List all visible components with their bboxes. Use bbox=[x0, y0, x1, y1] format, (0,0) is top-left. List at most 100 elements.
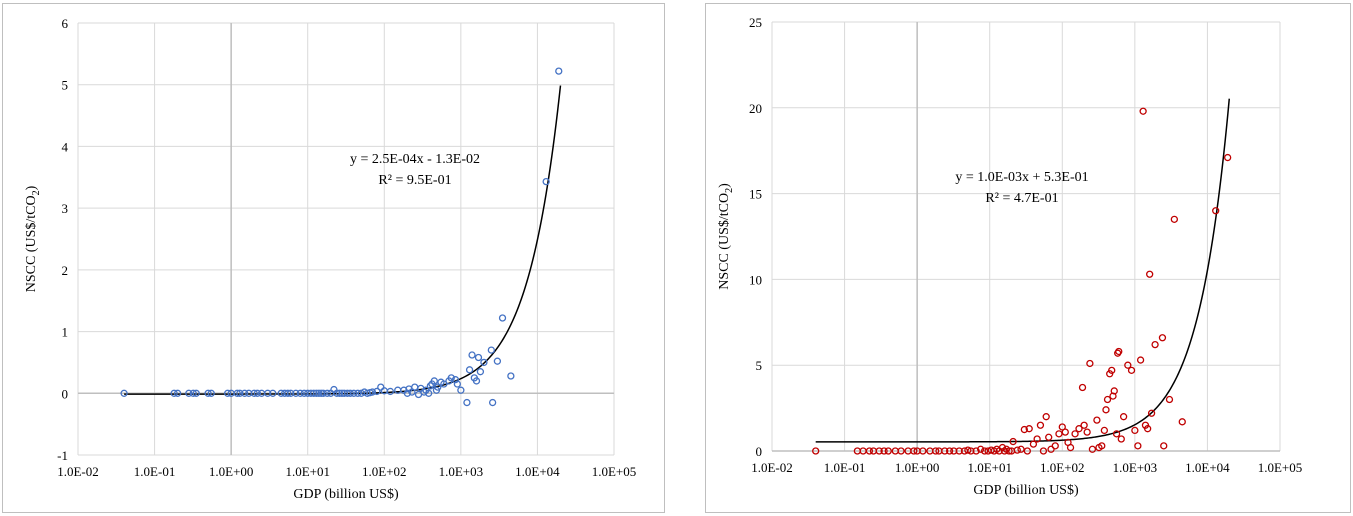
data-point bbox=[1058, 423, 1066, 431]
data-point bbox=[354, 389, 362, 397]
x-axis-title: GDP (billion US$) bbox=[293, 487, 399, 502]
data-point bbox=[189, 389, 197, 397]
data-point bbox=[976, 445, 985, 453]
data-point bbox=[1061, 428, 1069, 436]
chart-panel-right: 1.0E-02 1.0E-01 1.0E+00 1.0E+01 1.0E+02 1.0E+… bbox=[705, 3, 1351, 513]
data-point bbox=[1119, 413, 1128, 421]
trendline-equation: y = 1.0E-03x + 5.3E-01 bbox=[955, 170, 1088, 185]
data-point bbox=[377, 383, 385, 391]
x-tick-label: 1.0E+03 bbox=[1113, 460, 1158, 475]
data-point bbox=[1110, 387, 1118, 395]
data-point bbox=[955, 447, 963, 455]
data-point bbox=[440, 380, 448, 388]
data-point bbox=[1170, 215, 1178, 223]
data-point bbox=[910, 447, 918, 455]
data-point bbox=[880, 447, 888, 455]
data-point bbox=[430, 377, 438, 385]
y-tick-label: 0 bbox=[756, 444, 763, 459]
data-point bbox=[884, 447, 892, 455]
data-point bbox=[1023, 447, 1031, 455]
y-tick-label: 0 bbox=[62, 386, 69, 401]
data-point bbox=[507, 372, 515, 380]
data-point bbox=[1134, 442, 1142, 450]
data-point bbox=[1117, 435, 1125, 443]
data-point bbox=[403, 389, 411, 397]
data-point bbox=[411, 383, 419, 391]
data-point bbox=[1100, 426, 1109, 435]
data-point bbox=[457, 386, 465, 394]
data-point bbox=[488, 398, 497, 407]
data-point bbox=[919, 447, 927, 455]
data-point bbox=[1055, 430, 1063, 438]
chart-panel-left: 1.0E-02 1.0E-01 1.0E+00 1.0E+01 1.0E+02 1.0E+… bbox=[2, 3, 665, 513]
data-point bbox=[426, 382, 435, 390]
data-point bbox=[463, 398, 471, 407]
y-axis-title: NSCC (US$/tCO2) bbox=[24, 185, 42, 292]
data-point bbox=[972, 447, 980, 455]
data-point bbox=[447, 374, 455, 382]
data-point bbox=[980, 447, 989, 455]
y-tick-label: 3 bbox=[62, 201, 69, 216]
data-point bbox=[897, 447, 905, 455]
data-point bbox=[312, 389, 321, 397]
data-point bbox=[1147, 409, 1156, 417]
y-axis-title-main: NSCC (US$/tCO bbox=[717, 193, 732, 290]
data-point bbox=[236, 389, 244, 397]
data-point bbox=[1139, 107, 1147, 115]
x-tick-label: 1.0E-02 bbox=[751, 460, 793, 475]
x-tick-label: 1.0E+01 bbox=[285, 464, 330, 479]
data-point bbox=[1086, 359, 1094, 368]
data-point bbox=[1083, 428, 1091, 436]
data-point bbox=[1051, 442, 1059, 450]
data-point bbox=[1127, 366, 1136, 375]
data-point bbox=[1066, 443, 1075, 452]
x-tick-label: 1.0E+01 bbox=[967, 460, 1012, 475]
data-point bbox=[487, 346, 495, 354]
data-point bbox=[1158, 334, 1167, 342]
data-point bbox=[346, 389, 354, 397]
data-point bbox=[1115, 347, 1123, 356]
x-tick-label: 1.0E+03 bbox=[439, 464, 484, 479]
data-point bbox=[468, 351, 476, 359]
x-tick-label: 1.0E-01 bbox=[134, 464, 176, 479]
data-point bbox=[170, 389, 178, 397]
data-point bbox=[1078, 383, 1087, 392]
data-point bbox=[451, 376, 460, 384]
data-point bbox=[120, 389, 128, 397]
data-point bbox=[1017, 445, 1025, 453]
x-tick-label: 1.0E+02 bbox=[1040, 460, 1085, 475]
data-point bbox=[223, 389, 232, 397]
y-tick-label: 1 bbox=[62, 325, 69, 340]
data-point bbox=[386, 387, 395, 396]
data-point bbox=[1020, 425, 1028, 434]
data-point bbox=[1131, 426, 1139, 435]
data-point bbox=[1212, 207, 1220, 215]
data-point bbox=[1146, 270, 1154, 278]
y-tick-label: 2 bbox=[62, 263, 69, 278]
data-point bbox=[292, 389, 300, 397]
data-point bbox=[335, 389, 344, 397]
trendline bbox=[815, 98, 1231, 443]
data-point bbox=[434, 383, 442, 391]
data-point bbox=[323, 389, 331, 397]
y-tick-label: 5 bbox=[756, 358, 763, 373]
x-tick-label: 1.0E+05 bbox=[1258, 460, 1303, 475]
x-tick-label: 1.0E+02 bbox=[362, 464, 407, 479]
data-point bbox=[542, 177, 550, 186]
x-tick-label: 1.0E+00 bbox=[209, 464, 254, 479]
data-point bbox=[287, 389, 295, 397]
data-point bbox=[476, 368, 485, 376]
data-point bbox=[310, 389, 318, 397]
data-point bbox=[1160, 442, 1168, 450]
data-point bbox=[1005, 447, 1013, 455]
trendline-r-squared: R² = 9.5E-01 bbox=[378, 173, 451, 188]
x-tick-label: 1.0E+00 bbox=[895, 460, 940, 475]
data-point bbox=[373, 387, 381, 396]
data-point bbox=[1103, 395, 1112, 404]
data-point bbox=[964, 446, 972, 454]
data-point bbox=[1000, 447, 1009, 455]
data-point bbox=[453, 380, 462, 388]
data-point bbox=[1042, 413, 1050, 421]
data-point bbox=[498, 314, 507, 322]
data-point bbox=[240, 389, 249, 397]
